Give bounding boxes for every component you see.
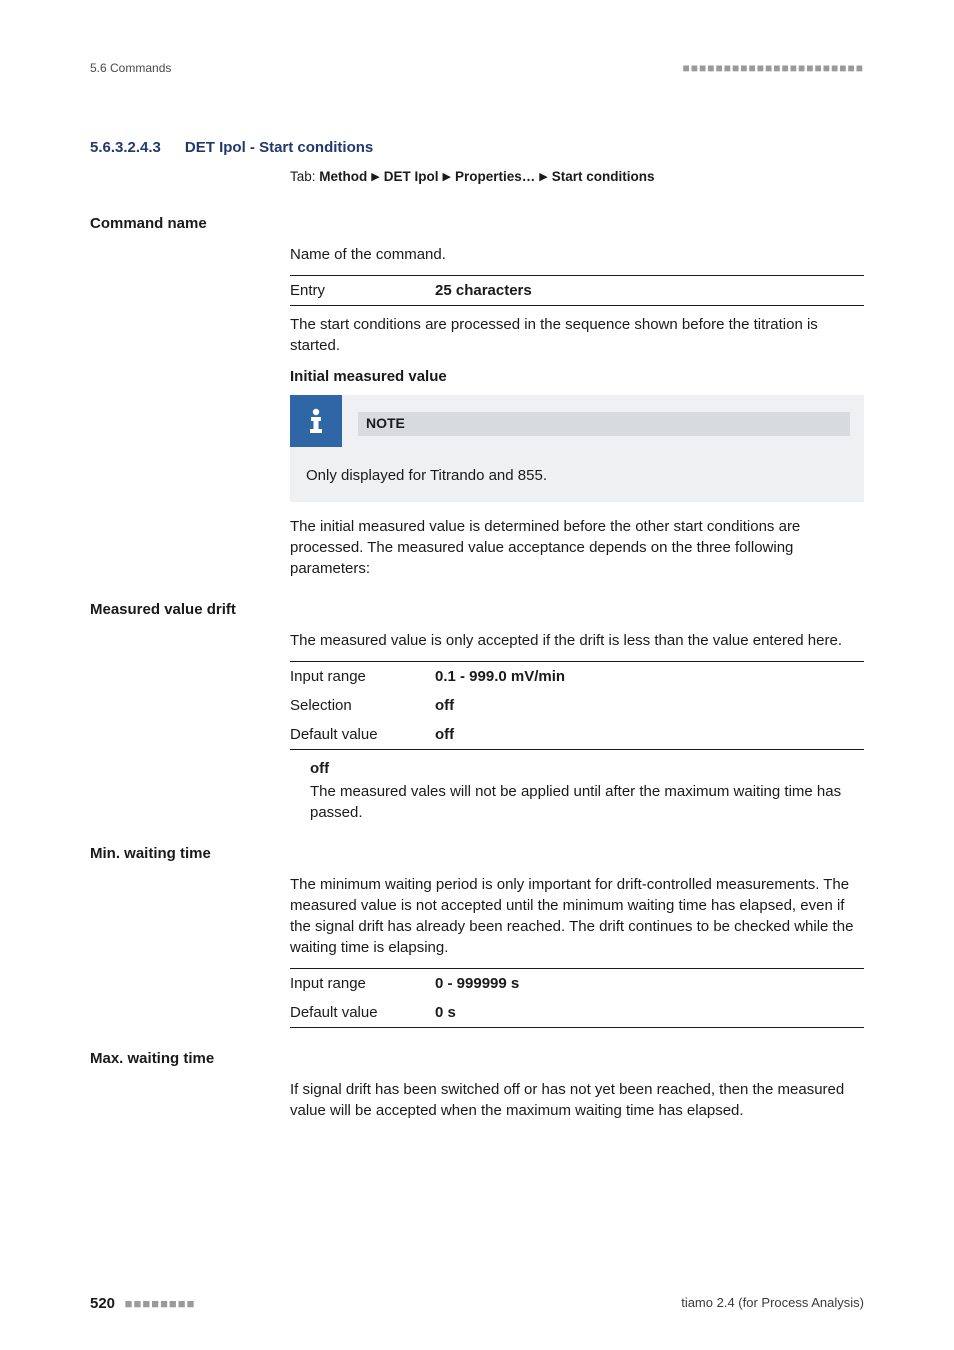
breadcrumb-arrow-icon: ▶: [371, 171, 379, 183]
row-key: Input range: [290, 661, 435, 691]
section-heading: 5.6.3.2.4.3 DET Ipol - Start conditions: [90, 137, 864, 158]
tab-path-1: DET Ipol: [384, 169, 439, 184]
tab-path-3: Start conditions: [552, 169, 655, 184]
section-number: 5.6.3.2.4.3: [90, 137, 161, 158]
breadcrumb-arrow-icon: ▶: [443, 171, 451, 183]
param-body: Name of the command. Entry 25 characters…: [290, 244, 864, 579]
definition-term: off: [310, 758, 864, 779]
param-desc: If signal drift has been switched off or…: [290, 1079, 864, 1121]
breadcrumb-arrow-icon: ▶: [539, 171, 547, 183]
row-key: Selection: [290, 691, 435, 720]
tab-path-line: Tab: Method ▶ DET Ipol ▶ Properties… ▶ Start c…: [290, 168, 864, 187]
info-icon: [290, 395, 342, 447]
drift-table: Input range 0.1 - 999.0 mV/min Selection…: [290, 661, 864, 750]
note-box: NOTE Only displayed for Titrando and 855…: [290, 395, 864, 502]
footer-left: 520 ■■■■■■■■: [90, 1293, 195, 1314]
param-desc: Name of the command.: [290, 244, 864, 265]
definition-desc: The measured vales will not be applied u…: [310, 781, 864, 823]
param-command-name: Command name Name of the command. Entry …: [90, 213, 864, 579]
row-key: Default value: [290, 720, 435, 750]
table-row: Selection off: [290, 691, 864, 720]
param-after-text: The start conditions are processed in th…: [290, 314, 864, 356]
row-key: Input range: [290, 968, 435, 998]
definition-list: off The measured vales will not be appli…: [310, 758, 864, 823]
param-body: The measured value is only accepted if t…: [290, 630, 864, 823]
row-key: Default value: [290, 998, 435, 1028]
row-val-text: off: [435, 697, 454, 714]
table-row: Input range 0.1 - 999.0 mV/min: [290, 661, 864, 691]
entry-value-text: 25 characters: [435, 282, 532, 299]
running-header: 5.6 Commands ■■■■■■■■■■■■■■■■■■■■■■: [90, 60, 864, 77]
tab-path-0: Method: [319, 169, 367, 184]
running-header-left: 5.6 Commands: [90, 60, 171, 77]
row-val-text: 0 - 999999 s: [435, 975, 519, 992]
row-val-text: 0 s: [435, 1004, 456, 1021]
row-val: 0 s: [435, 998, 864, 1028]
note-title: NOTE: [358, 412, 850, 436]
param-min-waiting-time: Min. waiting time The minimum waiting pe…: [90, 843, 864, 1028]
running-header-dashes: ■■■■■■■■■■■■■■■■■■■■■■: [683, 60, 864, 77]
tab-path-2: Properties…: [455, 169, 535, 184]
footer-dashes: ■■■■■■■■: [125, 1296, 196, 1311]
param-body: If signal drift has been switched off or…: [290, 1079, 864, 1121]
param-max-waiting-time: Max. waiting time If signal drift has be…: [90, 1048, 864, 1121]
page: 5.6 Commands ■■■■■■■■■■■■■■■■■■■■■■ 5.6.…: [0, 0, 954, 1350]
param-label: Min. waiting time: [90, 843, 864, 864]
initial-measured-value-heading: Initial measured value: [290, 366, 864, 387]
note-header: NOTE: [290, 395, 864, 447]
param-label: Max. waiting time: [90, 1048, 864, 1069]
param-measured-value-drift: Measured value drift The measured value …: [90, 599, 864, 823]
param-desc: The minimum waiting period is only impor…: [290, 874, 864, 958]
initial-desc: The initial measured value is determined…: [290, 516, 864, 579]
entry-value: 25 characters: [435, 275, 864, 305]
table-row: Default value off: [290, 720, 864, 750]
page-number: 520: [90, 1295, 115, 1312]
minwait-table: Input range 0 - 999999 s Default value 0…: [290, 968, 864, 1028]
footer-product: tiamo 2.4 (for Process Analysis): [681, 1294, 864, 1312]
entry-table: Entry 25 characters: [290, 275, 864, 306]
row-val: 0.1 - 999.0 mV/min: [435, 661, 864, 691]
row-val: off: [435, 691, 864, 720]
row-val: off: [435, 720, 864, 750]
param-label: Command name: [90, 213, 864, 234]
entry-key: Entry: [290, 275, 435, 305]
row-val-text: 0.1 - 999.0 mV/min: [435, 668, 565, 685]
row-val-text: off: [435, 726, 454, 743]
note-body: Only displayed for Titrando and 855.: [290, 447, 864, 486]
tab-label: Tab:: [290, 169, 316, 184]
row-val: 0 - 999999 s: [435, 968, 864, 998]
section-title: DET Ipol - Start conditions: [185, 139, 373, 156]
param-body: The minimum waiting period is only impor…: [290, 874, 864, 1028]
table-row: Input range 0 - 999999 s: [290, 968, 864, 998]
page-footer: 520 ■■■■■■■■ tiamo 2.4 (for Process Anal…: [90, 1293, 864, 1314]
table-row: Entry 25 characters: [290, 275, 864, 305]
param-label: Measured value drift: [90, 599, 864, 620]
param-desc: The measured value is only accepted if t…: [290, 630, 864, 651]
table-row: Default value 0 s: [290, 998, 864, 1028]
